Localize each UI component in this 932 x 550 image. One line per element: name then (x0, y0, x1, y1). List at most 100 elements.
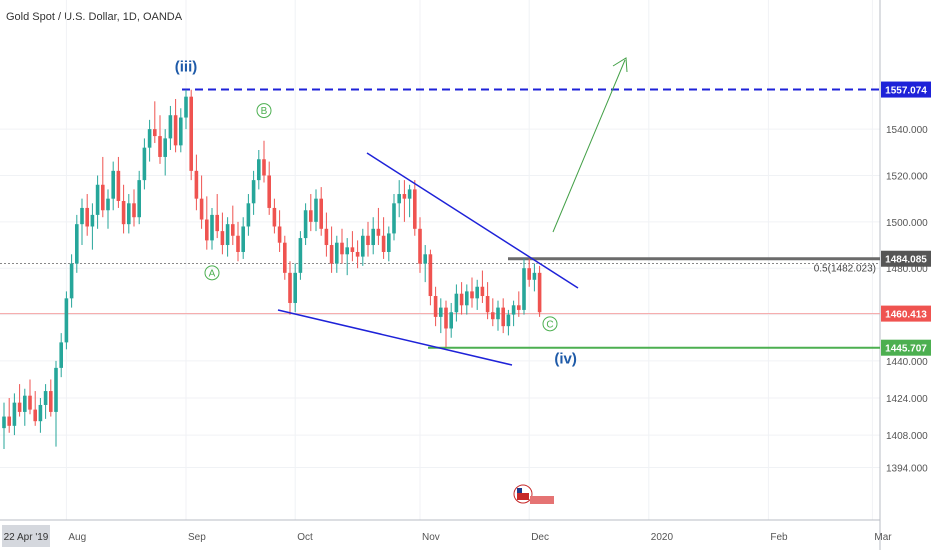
candle-body (522, 268, 526, 310)
wedge-lower-line (277, 309, 513, 366)
candle-body (231, 224, 235, 236)
y-tick-label: 1394.000 (886, 464, 928, 475)
candles (2, 89, 542, 450)
candle-body (54, 367, 58, 412)
candle-body (184, 96, 188, 118)
candle-body (465, 291, 469, 306)
wave-label: B (261, 106, 268, 117)
candle-body (111, 170, 115, 199)
candle-body (501, 307, 505, 327)
candle-body (449, 312, 453, 329)
candle-body (59, 342, 63, 368)
candle-body (64, 298, 69, 343)
x-tick-label: Oct (297, 532, 313, 543)
grid-lines (0, 0, 880, 520)
candle-body (137, 180, 141, 218)
candle-body (428, 254, 433, 297)
candle-body (480, 286, 485, 297)
candle-body (459, 293, 464, 306)
candle-body (127, 203, 131, 225)
candle-body (470, 291, 474, 299)
candle-body (43, 391, 48, 405)
candle-body (532, 272, 537, 280)
y-tick-label: 1500.000 (886, 218, 928, 229)
candle-body (335, 242, 339, 264)
candle-body (85, 207, 89, 227)
y-tick-label: 1440.000 (886, 357, 928, 368)
candle-body (225, 224, 230, 246)
candle-body (387, 233, 391, 252)
candle-body (485, 296, 490, 313)
y-tick-label: 1520.000 (886, 171, 928, 182)
wave-circle (542, 316, 558, 332)
candle-body (392, 203, 396, 234)
candle-body (33, 409, 37, 422)
x-tick-label: Mar (874, 532, 892, 543)
candle-body (80, 207, 84, 225)
candle-body (210, 214, 214, 241)
candle-body (423, 254, 427, 264)
candle-body (106, 198, 110, 211)
candle-body (163, 138, 167, 157)
candle-body (101, 184, 105, 211)
candle-body (147, 129, 152, 148)
chart-title: Gold Spot / U.S. Dollar, 1D, OANDA (6, 11, 183, 23)
candle-body (340, 242, 344, 255)
candle-body (95, 184, 100, 215)
y-tick-label: 1424.000 (886, 394, 928, 405)
candle-body (439, 307, 443, 317)
candle-body (257, 159, 261, 181)
candle-body (23, 395, 27, 412)
candle-body (345, 247, 349, 255)
price-label-box (881, 339, 931, 356)
candle-body (355, 251, 360, 257)
x-tick-label: Dec (531, 532, 549, 543)
x-start-label: 22 Apr '19 (4, 532, 49, 543)
candle-body (28, 395, 32, 410)
candle-body (496, 307, 500, 320)
flag-canton-icon (517, 488, 522, 493)
candle-body (303, 210, 308, 239)
candle-body (418, 228, 422, 264)
candle-body (17, 402, 22, 412)
candle-body (241, 226, 245, 252)
candle-body (309, 210, 313, 222)
candle-body (366, 235, 370, 246)
candle-body (433, 296, 438, 317)
x-tick-label: 2020 (651, 532, 674, 543)
candle-body (132, 203, 136, 218)
candle-body (262, 159, 266, 176)
candle-body (371, 228, 375, 246)
y-tick-label: 1480.000 (886, 264, 928, 275)
candle-body (142, 147, 147, 181)
candle-body (277, 226, 282, 243)
candle-body (220, 231, 225, 246)
candle-body (205, 219, 209, 241)
candle-body (454, 293, 459, 313)
candle-body (2, 416, 6, 429)
candle-body (90, 214, 95, 227)
wave-circle (256, 103, 272, 119)
y-tick-label: 1540.000 (886, 125, 928, 136)
candle-body (324, 228, 329, 246)
candle-body (329, 245, 334, 264)
candle-body (298, 238, 303, 273)
candle-body (475, 286, 479, 299)
candle-body (158, 136, 162, 157)
price-label: 1484.085 (885, 255, 927, 266)
projection-arrow-line (552, 59, 626, 233)
candle-body (69, 263, 74, 299)
candle-body (350, 247, 355, 252)
projection-arrow-head (612, 57, 628, 73)
candle-body (402, 194, 407, 199)
candle-body (517, 305, 521, 310)
candle-body (376, 228, 381, 236)
price-label: 1460.413 (885, 310, 927, 321)
candle-body (381, 235, 386, 252)
candle-body (413, 189, 417, 229)
candle-body (251, 180, 256, 204)
wave-label: C (546, 319, 553, 330)
candle-body (116, 170, 121, 201)
wave-label: (iii) (175, 59, 198, 76)
